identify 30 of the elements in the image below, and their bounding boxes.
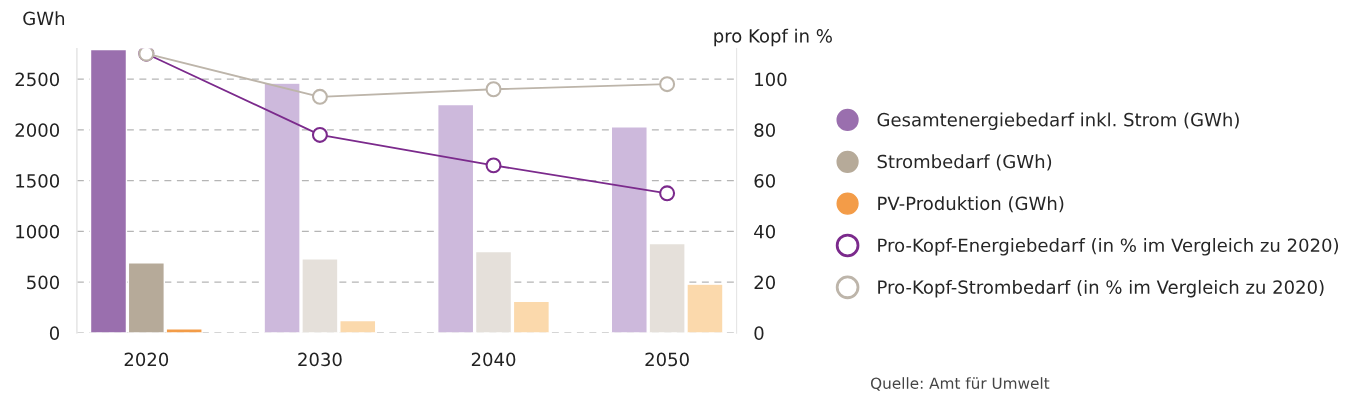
y2-tick-label: 20 [754, 275, 775, 290]
legend-label: Strombedarf (GWh) [877, 154, 1052, 171]
y-tick-label: 500 [27, 275, 60, 290]
legend-label: Pro-Kopf-Energiebedarf (in % im Vergleich zu 2020) [878, 238, 1339, 256]
y2-axis-title: pro Kopf in % [714, 28, 832, 47]
y-axis-title: GWh [23, 11, 65, 26]
legend-label: Pro-Kopf-Strombedarf (in % im Vergleich zu 2020) [878, 279, 1324, 298]
x-tick-label: 2020 [124, 352, 169, 367]
y2-tick-label: 100 [755, 72, 787, 87]
x-tick-label: 2040 [471, 352, 516, 367]
x-tick-label: 2050 [645, 352, 689, 367]
y2-tick-label: 60 [754, 174, 775, 188]
y-tick-label: 1000 [16, 224, 60, 239]
y2-tick-label: 0 [754, 326, 764, 340]
y2-tick-label: 80 [754, 123, 775, 137]
legend-label: PV-Produktion (GWh) [878, 196, 1064, 213]
source-note: Quelle: Amt für Umwelt [870, 377, 1050, 391]
point [485, 157, 502, 174]
y2-tick-label: 40 [754, 224, 775, 239]
point [311, 126, 328, 143]
x-tick-label: 2030 [298, 352, 342, 367]
point [485, 81, 502, 98]
y-tick-label: 2000 [15, 123, 60, 137]
point [311, 88, 328, 105]
y-tick-label: 1500 [16, 174, 60, 188]
point [659, 76, 676, 93]
legend-label: Gesamtenergiebedarf inkl. Strom (GWh) [877, 112, 1239, 130]
point [659, 185, 676, 202]
y-tick-label: 0 [49, 326, 60, 340]
y-tick-label: 2500 [15, 72, 60, 87]
